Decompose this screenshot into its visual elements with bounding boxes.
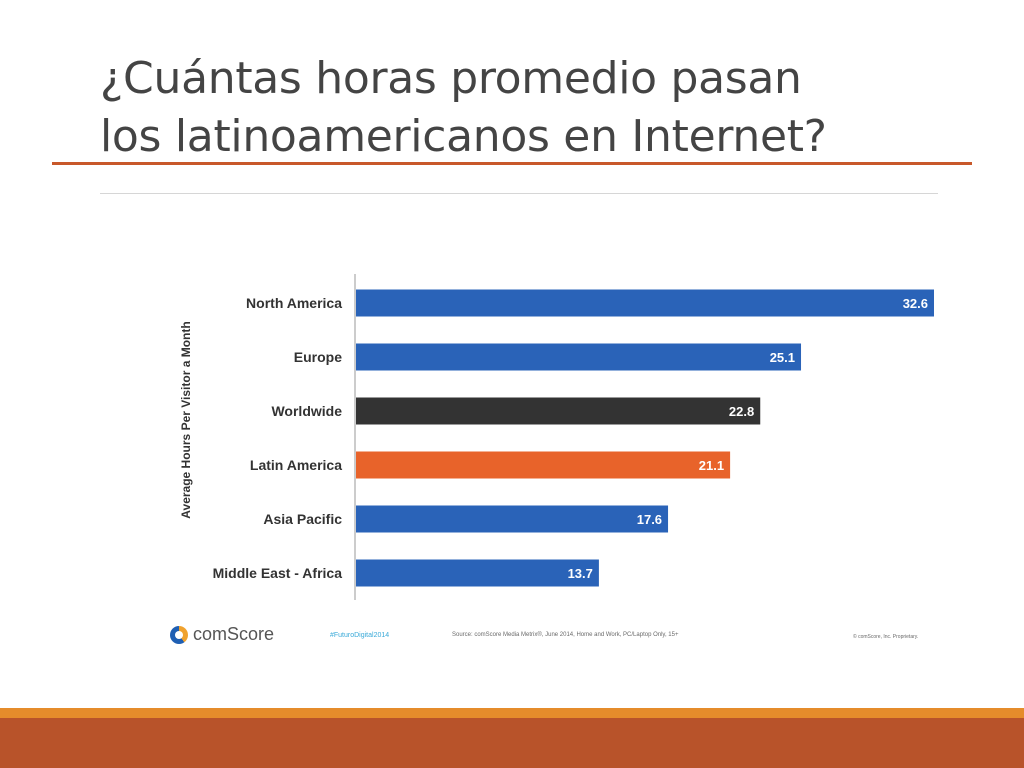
title-underline: [52, 162, 972, 165]
divider-line: [100, 193, 938, 194]
bar: [356, 289, 934, 317]
bar-value-label: 17.6: [637, 512, 662, 527]
bar: [356, 397, 761, 425]
copyright-note: © comScore, Inc. Proprietary.: [853, 634, 919, 640]
category-label: Asia Pacific: [263, 511, 342, 527]
slide-title-line1: ¿Cuántas horas promedio pasan: [100, 53, 802, 104]
source-note: Source: comScore Media Metrix®, June 201…: [452, 632, 679, 638]
bar: [356, 559, 599, 587]
bar-chart-svg: Average Hours Per Visitor a Month North …: [179, 274, 934, 600]
chart-footer: comScore #FuturoDigital2014 Source: comS…: [165, 622, 965, 656]
hashtag-text: #FuturoDigital2014: [330, 632, 390, 639]
bar: [356, 343, 802, 371]
slide-title: ¿Cuántas horas promedio pasan los latino…: [100, 50, 980, 166]
bar-value-label: 21.1: [699, 458, 724, 473]
comscore-logo: comScore: [170, 624, 274, 645]
bars-layer: North America 32.6 Europe 25.1 Worldwide 22.8…: [213, 289, 934, 587]
bar-chart: Average Hours Per Visitor a Month North …: [160, 262, 960, 612]
category-label: Middle East - Africa: [213, 565, 343, 581]
bar: [356, 505, 669, 533]
category-label: Latin America: [250, 457, 342, 473]
category-label: North America: [246, 295, 342, 311]
bar: [356, 451, 731, 479]
bottom-band: [0, 718, 1024, 768]
bar-value-label: 13.7: [568, 566, 593, 581]
category-label: Worldwide: [271, 403, 342, 419]
bar-value-label: 32.6: [903, 296, 928, 311]
y-axis-title: Average Hours Per Visitor a Month: [179, 321, 193, 518]
slide-title-line2: los latinoamericanos en Internet?: [100, 111, 827, 162]
bar-value-label: 22.8: [729, 404, 754, 419]
bottom-accent-bar: [0, 708, 1024, 718]
comscore-logo-icon: [170, 625, 188, 644]
comscore-logo-text: comScore: [193, 624, 275, 644]
bar-value-label: 25.1: [770, 350, 795, 365]
category-label: Europe: [294, 349, 342, 365]
